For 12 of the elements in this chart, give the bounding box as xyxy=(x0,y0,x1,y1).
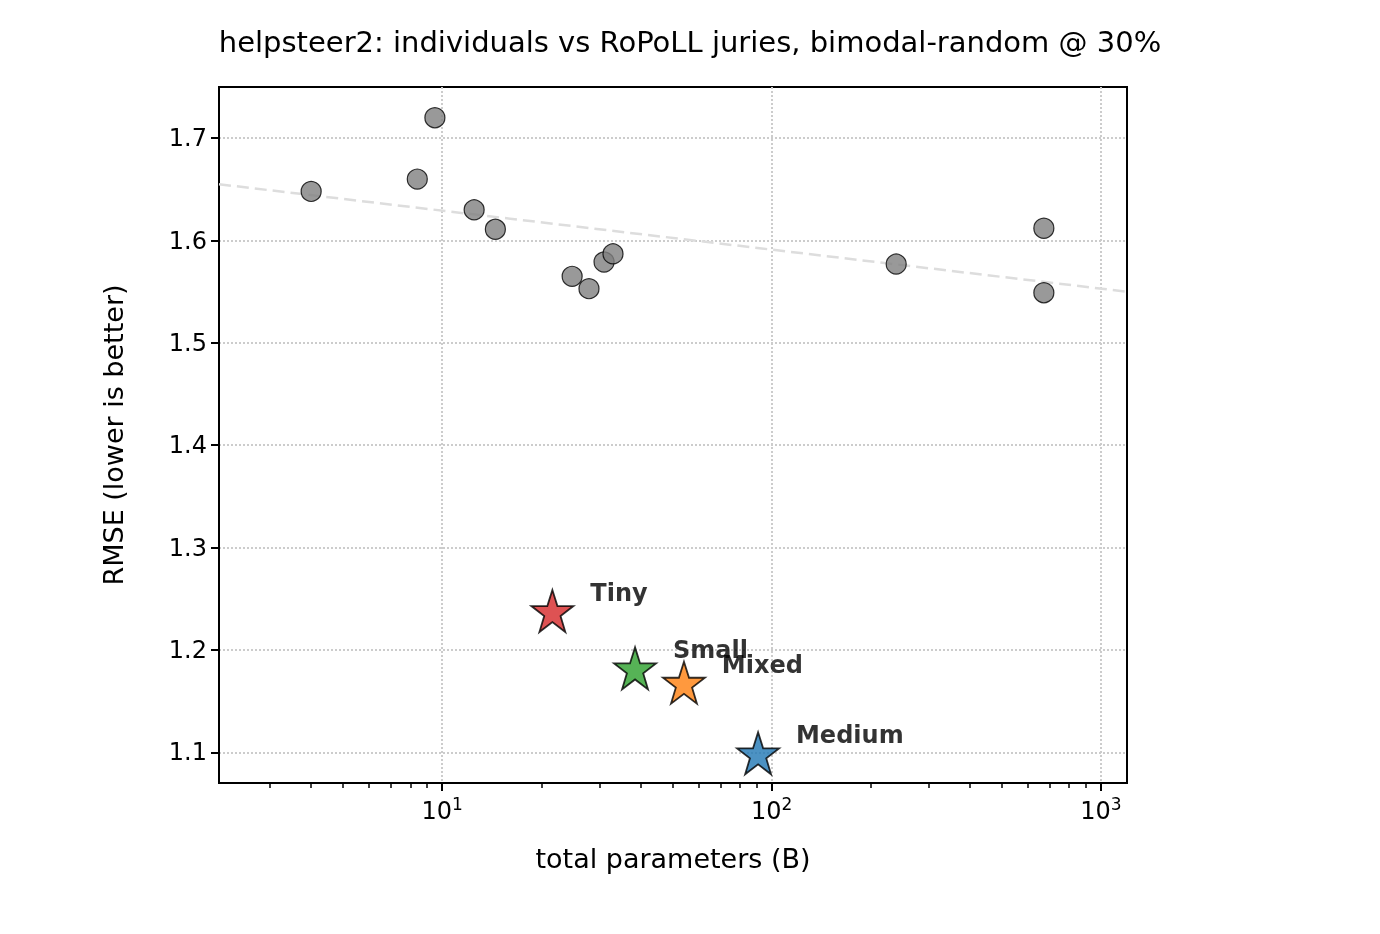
y-tick-label: 1.3 xyxy=(168,533,207,562)
y-tick-label: 1.7 xyxy=(168,124,207,153)
y-tick-label: 1.1 xyxy=(168,738,207,767)
x-axis-title: total parameters (B) xyxy=(535,843,811,874)
series-label: Tiny xyxy=(590,579,648,608)
y-axis-title: RMSE (lower is better) xyxy=(98,284,129,586)
y-tick-label: 1.2 xyxy=(168,635,207,664)
y-tick-label: 1.6 xyxy=(168,226,207,255)
y-tick-label: 1.5 xyxy=(168,328,207,357)
chart-title: helpsteer2: individuals vs RoPoLL juries, bimodal-random @ 30% xyxy=(218,24,1162,59)
y-tick-label: 1.4 xyxy=(168,431,207,460)
series-label: Medium xyxy=(795,721,904,750)
